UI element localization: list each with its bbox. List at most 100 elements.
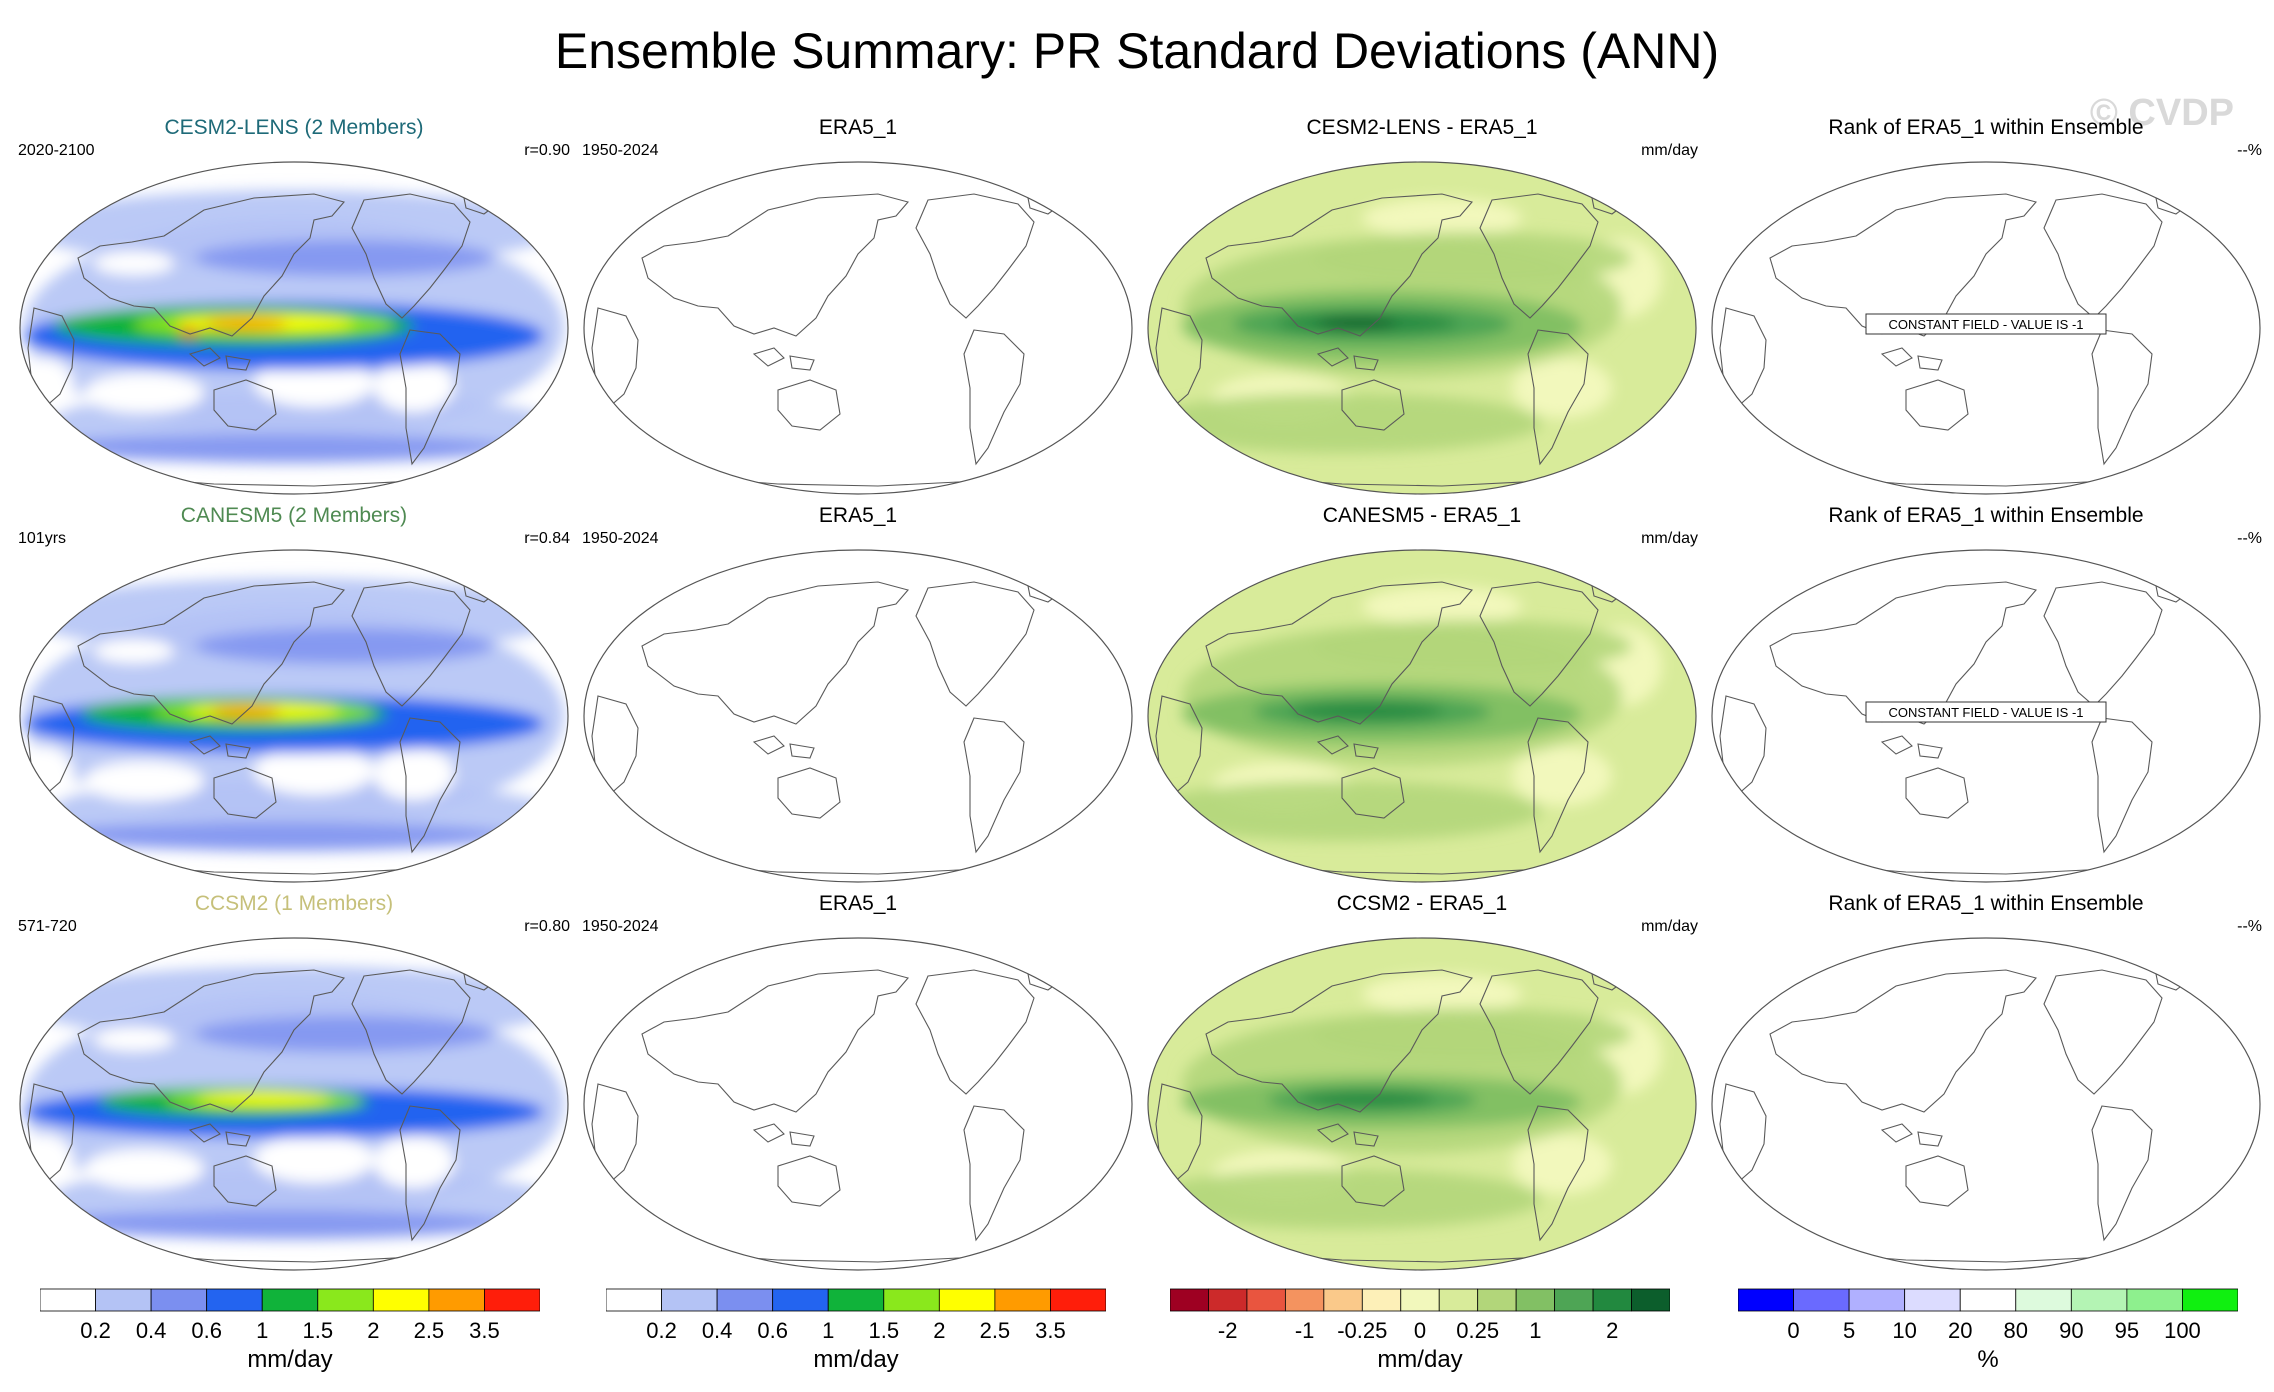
rank-panel: Rank of ERA5_1 within Ensemble --% CONSTAN… [1706, 500, 2266, 883]
colorbar-tick-label: 90 [2059, 1318, 2083, 1343]
colorbar-swatch [883, 1288, 940, 1312]
correlation-label: r=0.80 [524, 918, 570, 935]
obs-panel: ERA5_1 1950-2024 [578, 888, 1138, 1271]
watermark: © CVDP [2089, 92, 2234, 134]
panel-title: CESM2-LENS (2 Members) [164, 116, 424, 139]
colorbar-swatch [1361, 1288, 1402, 1312]
colorbar-tick-label: 2.5 [414, 1318, 445, 1343]
coastlines [1719, 961, 2193, 1263]
model-panel: CANESM5 (2 Members) 101yrs r=0.84 [14, 500, 574, 883]
colorbar-tick-label: 3.5 [469, 1318, 500, 1343]
colorbar-swatch [1793, 1288, 1850, 1312]
colorbar-units: mm/day [813, 1346, 899, 1373]
colorbar-tick-label: -2 [1218, 1318, 1238, 1343]
colorbar-swatch [1050, 1288, 1107, 1312]
correlation-label: r=0.84 [524, 530, 570, 547]
colorbar-swatch [1848, 1288, 1906, 1312]
colorbar-pr-diff: -2 -1 -0.25 0 0.25 1 2 mm/day [1169, 1288, 1671, 1388]
colorbar-pr-sd-obs: 0.2 0.4 0.6 1 1.5 2 2.5 3.5 mm/day [605, 1288, 1107, 1388]
diff-map [1147, 937, 1697, 1271]
panel-title: ERA5_1 [818, 116, 898, 139]
colorbar-swatch [150, 1288, 208, 1312]
rank-value-label: --% [2237, 530, 2262, 547]
colorbar-pr-sd: 0.2 0.4 0.6 1 1.5 2 2.5 3.5 mm/day [39, 1288, 541, 1388]
colorbar-tick-label: 5 [1843, 1318, 1855, 1343]
colorbar-swatch [1515, 1288, 1556, 1312]
colorbar-tick-label: 0.6 [757, 1318, 788, 1343]
constant-field-note: CONSTANT FIELD - VALUE IS -1 [1865, 701, 2107, 723]
colorbar-tick-label: 95 [2115, 1318, 2139, 1343]
colorbar-swatch [2126, 1288, 2183, 1312]
colorbar-tick-label: 2 [933, 1318, 945, 1343]
colorbar-swatch [1592, 1288, 1632, 1312]
obs-map [583, 161, 1133, 495]
obs-panel: ERA5_1 1950-2024 [578, 500, 1138, 883]
panel-title: CANESM5 (2 Members) [180, 504, 408, 527]
colorbar-tick-label: 0.6 [191, 1318, 222, 1343]
panel-title: CCSM2 - ERA5_1 [1336, 892, 1508, 915]
panel-title: CCSM2 (1 Members) [194, 892, 394, 915]
colorbar-swatches: 0 5 10 20 80 90 95 100 [1737, 1288, 2239, 1343]
diff-map [1147, 161, 1697, 495]
colorbar-tick-label: 0.2 [80, 1318, 111, 1343]
rank-value-label: --% [2237, 918, 2262, 935]
diff-panel: CANESM5 - ERA5_1 mm/day [1142, 500, 1702, 883]
colorbar-swatch [827, 1288, 885, 1312]
colorbar-tick-label: 1 [822, 1318, 834, 1343]
panel-title: Rank of ERA5_1 within Ensemble [1828, 116, 2144, 139]
colorbar-tick-label: -0.25 [1337, 1318, 1387, 1343]
colorbar-tick-label: -1 [1295, 1318, 1315, 1343]
period-label: 2020-2100 [18, 142, 95, 159]
colorbar-swatch [1904, 1288, 1961, 1312]
colorbar-swatch [1169, 1288, 1209, 1312]
colorbar-tick-label: 1 [256, 1318, 268, 1343]
colorbar-swatch [1246, 1288, 1286, 1312]
panel-title: Rank of ERA5_1 within Ensemble [1828, 504, 2144, 527]
rank-value-label: --% [2237, 142, 2262, 159]
colorbar-tick-label: 1 [1529, 1318, 1541, 1343]
svg-text:CONSTANT FIELD - VALUE IS -1: CONSTANT FIELD - VALUE IS -1 [1888, 317, 2083, 332]
units-label: mm/day [1641, 530, 1698, 547]
colorbar-swatch [1959, 1288, 2017, 1312]
rank-panel: Rank of ERA5_1 within Ensemble --% [1706, 888, 2266, 1271]
colorbar-swatch [661, 1288, 718, 1312]
colorbar-tick-label: 2 [367, 1318, 379, 1343]
panel-title: ERA5_1 [818, 504, 898, 527]
colorbar-swatch [605, 1288, 662, 1312]
panel-title: Rank of ERA5_1 within Ensemble [1828, 892, 2144, 915]
colorbar-swatch [2015, 1288, 2072, 1312]
colorbar-swatch [1400, 1288, 1440, 1312]
colorbar-swatch [1477, 1288, 1517, 1312]
colorbar-tick-label: 3.5 [1035, 1318, 1066, 1343]
colorbar-tick-label: 20 [1948, 1318, 1972, 1343]
model-map [19, 161, 569, 495]
colorbar-tick-label: 2.5 [980, 1318, 1011, 1343]
colorbar-swatch [95, 1288, 152, 1312]
colorbar-swatch [372, 1288, 430, 1312]
colorbar-tick-label: 0.4 [702, 1318, 733, 1343]
obs-panel: ERA5_1 1950-2024 [578, 112, 1138, 495]
colorbar-swatch [2182, 1288, 2239, 1312]
colorbar-swatch [772, 1288, 829, 1312]
colorbar-swatch [1323, 1288, 1363, 1312]
colorbar-swatch [1438, 1288, 1479, 1312]
model-map [19, 937, 569, 1271]
colorbar-swatch [317, 1288, 374, 1312]
units-label: mm/day [1641, 142, 1698, 159]
model-panel: CCSM2 (1 Members) 571-720 r=0.80 [14, 888, 574, 1271]
colorbar-swatch [39, 1288, 96, 1312]
colorbar-swatch [994, 1288, 1051, 1312]
colorbar-swatch [484, 1288, 541, 1312]
colorbar-tick-label: 80 [2004, 1318, 2028, 1343]
diff-panel: CCSM2 - ERA5_1 mm/day [1142, 888, 1702, 1271]
colorbar-units: % [1977, 1346, 1999, 1373]
colorbar-swatch [1284, 1288, 1325, 1312]
rank-map [1711, 937, 2261, 1271]
period-label: 1950-2024 [582, 530, 659, 547]
period-label: 1950-2024 [582, 918, 659, 935]
period-label: 571-720 [18, 918, 77, 935]
colorbar-swatch [1554, 1288, 1594, 1312]
constant-field-note: CONSTANT FIELD - VALUE IS -1 [1865, 313, 2107, 335]
colorbar-tick-label: 2 [1606, 1318, 1618, 1343]
colorbar-tick-label: 0.4 [136, 1318, 167, 1343]
